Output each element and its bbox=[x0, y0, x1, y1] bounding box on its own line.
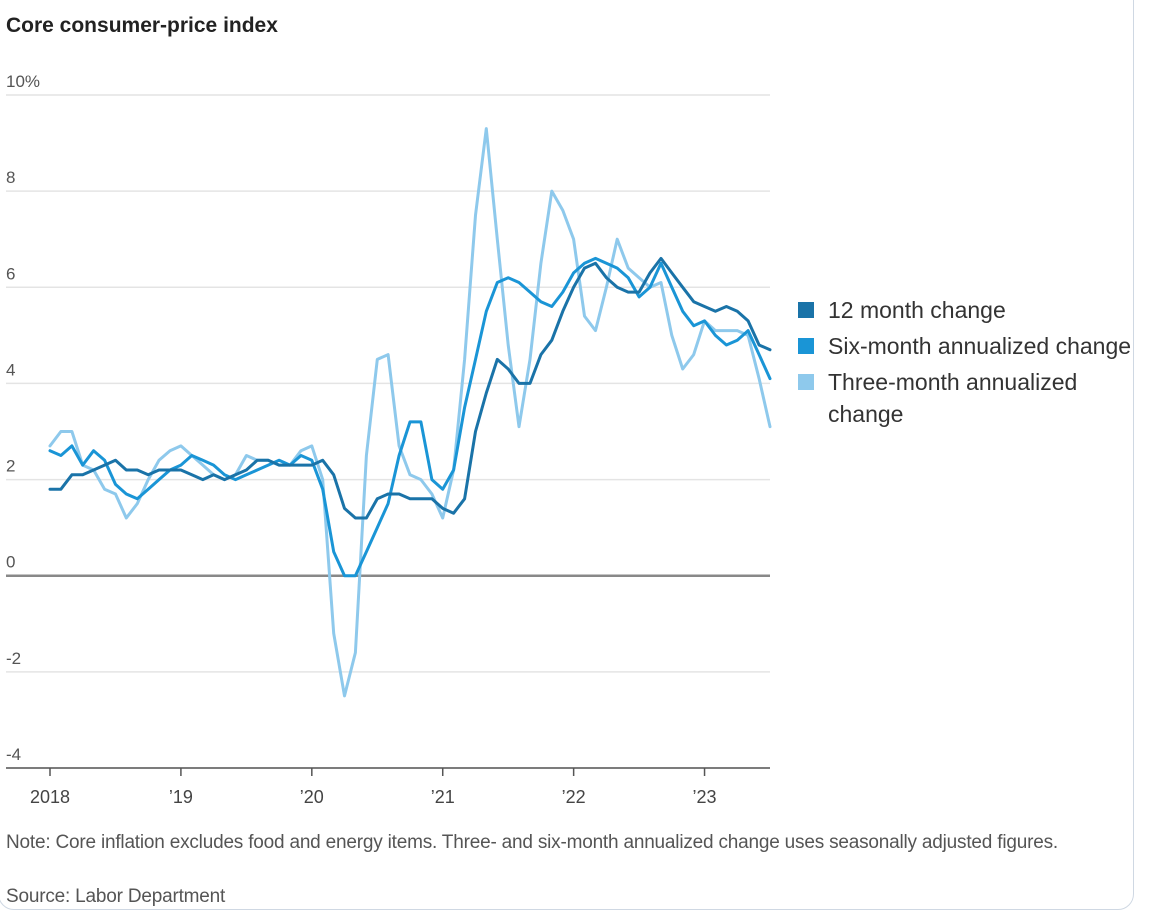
chart-note: Note: Core inflation excludes food and e… bbox=[6, 832, 1058, 853]
series-line-six-month bbox=[48, 256, 772, 578]
legend-label-three-month: Three-month annualized change bbox=[828, 369, 1078, 427]
x-tick-label: 2018 bbox=[30, 787, 70, 807]
y-tick-label: 6 bbox=[6, 264, 15, 283]
y-tick-label: 0 bbox=[6, 553, 15, 572]
legend: 12 month change Six-month annualized cha… bbox=[798, 294, 1138, 434]
x-tick-label: ’23 bbox=[693, 787, 717, 807]
series-line-three-month bbox=[48, 127, 772, 698]
chart-source: Source: Labor Department bbox=[6, 886, 226, 907]
series-line-12-month bbox=[48, 256, 772, 520]
y-tick-label: 4 bbox=[6, 360, 15, 379]
legend-item-12-month: 12 month change bbox=[798, 294, 1138, 326]
x-tick-label: ’19 bbox=[169, 787, 193, 807]
y-tick-label: -2 bbox=[6, 649, 21, 668]
y-tick-label: 2 bbox=[6, 457, 15, 476]
y-tick-label: 10% bbox=[6, 72, 40, 91]
chart-title: Core consumer-price index bbox=[6, 14, 278, 37]
legend-label-six-month: Six-month annualized change bbox=[828, 333, 1132, 359]
legend-label-12-month: 12 month change bbox=[828, 297, 1006, 323]
legend-swatch-12-month bbox=[798, 302, 814, 318]
y-tick-label: 8 bbox=[6, 168, 15, 187]
x-tick-label: ’22 bbox=[562, 787, 586, 807]
legend-item-six-month: Six-month annualized change bbox=[798, 330, 1138, 362]
legend-swatch-three-month bbox=[798, 374, 814, 390]
legend-item-three-month: Three-month annualized change bbox=[798, 366, 1138, 430]
y-tick-label: -4 bbox=[6, 745, 21, 764]
x-tick-label: ’20 bbox=[300, 787, 324, 807]
x-tick-label: ’21 bbox=[431, 787, 455, 807]
legend-swatch-six-month bbox=[798, 338, 814, 354]
